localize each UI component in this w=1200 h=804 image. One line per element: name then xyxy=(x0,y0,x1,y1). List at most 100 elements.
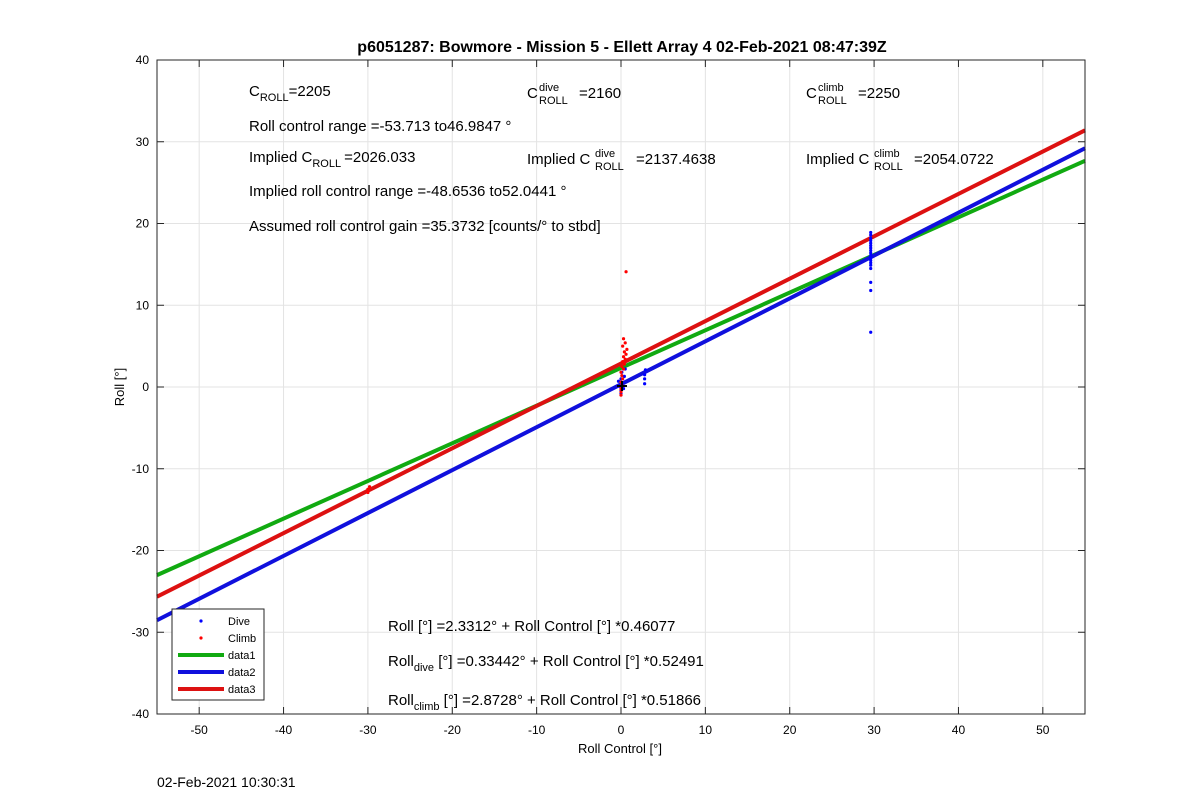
x-tick-label: 10 xyxy=(699,723,713,737)
point-dive xyxy=(869,261,873,265)
point-climb xyxy=(622,362,626,366)
fit-dive-text: Rolldive [°] =0.33442° + Roll Control [°… xyxy=(388,653,704,674)
implied-dive-sup: dive xyxy=(595,148,615,160)
y-axis-label: Roll [°] xyxy=(112,368,127,406)
legend: Dive Climb data1 data2 data3 xyxy=(171,608,265,701)
point-dive xyxy=(869,280,873,284)
point-dive xyxy=(869,258,873,262)
origin-marker xyxy=(617,381,627,391)
y-tick-label: -20 xyxy=(132,544,150,558)
croll-dive-value: =2160 xyxy=(579,85,621,102)
point-dive xyxy=(869,241,873,245)
point-climb xyxy=(621,337,626,341)
x-tick-label: 50 xyxy=(1036,723,1050,737)
croll-dive-label: C xyxy=(527,85,538,102)
fit-line-data3 xyxy=(156,128,1086,599)
point-climb xyxy=(621,377,625,381)
y-tick-label: -30 xyxy=(132,625,150,639)
point-dive xyxy=(869,266,873,271)
implied-climb-label: Implied C xyxy=(806,151,870,168)
point-dive xyxy=(869,236,873,240)
point-dive xyxy=(869,230,873,235)
chart-title: p6051287: Bowmore - Mission 5 - Ellett A… xyxy=(357,39,887,56)
fit-line-data1 xyxy=(156,158,1086,577)
x-tick-label: 40 xyxy=(952,723,966,737)
implied-croll-label: Implied CROLL =2026.033 xyxy=(249,149,415,170)
croll-main-label: CROLL=2205 xyxy=(249,83,331,104)
point-climb xyxy=(623,341,627,345)
implied-range-text: Implied roll control range =-48.6536 to5… xyxy=(249,183,566,200)
y-tick-label: 20 xyxy=(136,217,150,231)
croll-dive-sub: ROLL xyxy=(539,95,568,107)
point-dive xyxy=(643,382,647,386)
legend-label-data2: data2 xyxy=(228,667,256,679)
implied-dive-value: =2137.4638 xyxy=(636,151,716,168)
point-climb xyxy=(619,390,623,394)
croll-dive-sup: dive xyxy=(539,82,559,94)
legend-marker-climb xyxy=(199,636,203,640)
y-tick-label: 10 xyxy=(136,298,150,312)
legend-label-data1: data1 xyxy=(228,650,256,662)
point-climb xyxy=(621,344,625,348)
point-dive xyxy=(869,256,873,260)
x-axis-label: Roll Control [°] xyxy=(578,741,662,756)
x-tick-label: -50 xyxy=(191,723,209,737)
point-climb xyxy=(621,360,625,364)
point-climb xyxy=(624,270,628,274)
x-tick-label: -20 xyxy=(444,723,462,737)
point-dive xyxy=(869,248,873,253)
point-dive xyxy=(643,368,648,372)
implied-climb-sub: ROLL xyxy=(874,161,903,173)
croll-climb-value: =2250 xyxy=(858,85,900,102)
timestamp-text: 02-Feb-2021 10:30:31 xyxy=(157,774,296,790)
implied-climb-sup: climb xyxy=(874,148,900,160)
y-tick-label: -40 xyxy=(132,707,150,721)
point-climb xyxy=(621,367,626,371)
legend-label-dive: Dive xyxy=(228,616,250,628)
x-tick-label: 0 xyxy=(618,723,625,737)
point-climb xyxy=(623,357,627,361)
point-dive xyxy=(869,253,873,257)
legend-marker-dive xyxy=(199,619,203,623)
point-dive xyxy=(869,251,873,255)
point-dive xyxy=(622,374,626,378)
point-climb xyxy=(619,393,623,397)
point-climb xyxy=(621,355,626,359)
x-tick-label: -10 xyxy=(528,723,546,737)
point-dive xyxy=(643,373,647,377)
fit-climb-text: Rollclimb [°] =2.8728° + Roll Control [°… xyxy=(388,692,701,713)
x-tick-label: -40 xyxy=(275,723,293,737)
x-tick-label: 20 xyxy=(783,723,797,737)
croll-climb-sub: ROLL xyxy=(818,95,847,107)
implied-dive-sub: ROLL xyxy=(595,161,624,173)
point-climb xyxy=(367,485,372,489)
point-climb xyxy=(620,364,624,369)
point-climb xyxy=(619,370,623,374)
point-dive xyxy=(643,377,647,381)
point-dive xyxy=(869,246,873,250)
fit-main-text: Roll [°] =2.3312° + Roll Control [°] *0.… xyxy=(388,618,675,635)
legend-label-climb: Climb xyxy=(228,633,256,645)
point-dive xyxy=(869,233,873,237)
point-dive xyxy=(869,330,873,334)
y-tick-label: 0 xyxy=(142,380,149,394)
point-dive xyxy=(869,239,873,243)
legend-label-data3: data3 xyxy=(228,684,256,696)
x-tick-label: -30 xyxy=(359,723,377,737)
croll-climb-sup: climb xyxy=(818,82,844,94)
implied-dive-label: Implied C xyxy=(527,151,591,168)
y-tick-label: -10 xyxy=(132,462,150,476)
implied-climb-value: =2054.0722 xyxy=(914,151,994,168)
point-climb xyxy=(625,347,629,351)
croll-climb-label: C xyxy=(806,85,817,102)
point-dive xyxy=(869,288,873,293)
point-climb xyxy=(622,350,626,354)
point-climb xyxy=(624,352,628,356)
roll-range-text: Roll control range =-53.713 to46.9847 ° xyxy=(249,118,511,135)
y-tick-label: 30 xyxy=(136,135,150,149)
point-climb xyxy=(366,490,370,495)
point-dive xyxy=(869,243,873,248)
y-tick-label: 40 xyxy=(136,53,150,67)
point-dive xyxy=(616,379,621,383)
